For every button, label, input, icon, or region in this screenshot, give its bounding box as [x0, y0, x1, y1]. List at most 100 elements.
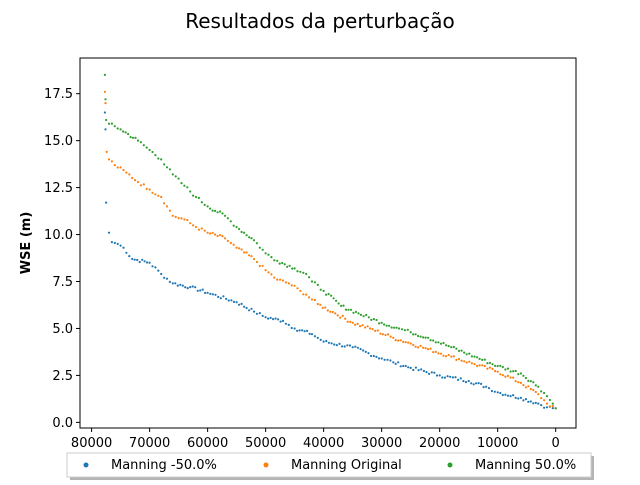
data-point — [402, 340, 405, 343]
data-point — [468, 360, 471, 363]
data-point — [335, 344, 338, 347]
data-point — [407, 341, 410, 344]
data-point — [151, 150, 154, 154]
data-point — [270, 273, 273, 276]
data-point — [107, 122, 111, 125]
data-point — [392, 336, 395, 339]
data-point — [119, 128, 122, 131]
data-point — [145, 187, 148, 191]
data-point — [148, 261, 151, 264]
data-point — [110, 160, 113, 163]
data-point — [255, 312, 258, 315]
data-point — [232, 300, 236, 303]
data-point — [105, 118, 108, 122]
data-point — [506, 374, 510, 377]
data-point — [116, 127, 119, 130]
data-point — [281, 261, 284, 265]
data-point — [420, 368, 423, 371]
data-point — [174, 282, 177, 285]
data-point — [119, 166, 122, 169]
data-point — [457, 378, 460, 381]
data-point — [211, 209, 214, 212]
data-point — [290, 326, 293, 330]
data-point — [127, 132, 130, 136]
data-point — [433, 371, 436, 374]
data-point — [192, 224, 195, 227]
data-point — [223, 237, 227, 240]
data-point — [264, 316, 267, 319]
data-point — [308, 296, 311, 299]
data-point — [319, 303, 322, 306]
series-2-points — [103, 90, 557, 410]
data-point — [384, 333, 387, 337]
data-point — [361, 324, 364, 327]
data-point — [532, 388, 535, 392]
data-point — [235, 225, 238, 229]
data-point — [151, 265, 154, 268]
data-point — [387, 333, 390, 336]
data-point — [432, 351, 435, 354]
data-point — [543, 399, 546, 402]
data-point — [192, 194, 195, 197]
data-point — [447, 353, 450, 357]
data-point — [370, 354, 373, 358]
data-point — [219, 297, 222, 300]
data-point — [455, 347, 458, 350]
data-point — [385, 324, 388, 327]
data-point — [232, 243, 235, 246]
data-point — [429, 347, 432, 350]
data-point — [125, 251, 128, 254]
data-point — [174, 175, 177, 178]
data-point — [326, 309, 329, 312]
data-point — [277, 318, 280, 321]
data-point — [506, 394, 510, 397]
data-point — [342, 304, 345, 307]
data-point — [381, 333, 384, 336]
data-point — [551, 402, 554, 405]
data-point — [214, 233, 217, 236]
data-point — [119, 244, 122, 247]
data-point — [264, 252, 267, 255]
data-point — [427, 348, 430, 351]
data-point — [517, 397, 520, 400]
data-point — [255, 242, 258, 245]
data-point — [362, 315, 365, 318]
data-point — [196, 289, 199, 292]
data-point — [174, 215, 177, 218]
data-point — [248, 309, 251, 312]
data-point — [457, 357, 461, 361]
data-point — [313, 298, 316, 302]
data-point — [146, 261, 149, 264]
data-point — [417, 346, 420, 349]
data-point — [438, 374, 441, 377]
data-point — [194, 195, 198, 199]
data-point — [281, 279, 285, 282]
data-point — [494, 364, 497, 367]
data-point — [437, 352, 440, 355]
data-point — [226, 239, 229, 242]
data-point — [235, 246, 238, 249]
data-point — [107, 158, 111, 161]
data-point — [250, 255, 253, 258]
data-point — [209, 207, 212, 210]
data-point — [428, 372, 431, 375]
data-point — [470, 355, 473, 358]
data-point — [441, 376, 444, 379]
data-point — [386, 358, 389, 361]
data-point — [160, 272, 163, 276]
data-point — [512, 370, 515, 373]
data-point — [463, 360, 466, 363]
data-point — [354, 345, 357, 348]
data-point — [545, 402, 549, 405]
data-point — [319, 338, 322, 341]
data-point — [378, 322, 381, 325]
data-point — [214, 209, 217, 212]
data-point — [548, 405, 552, 408]
y-tick-label: 0.0 — [52, 416, 73, 431]
data-point — [110, 241, 113, 244]
data-point — [143, 260, 146, 263]
x-tick-label: 50000 — [245, 436, 286, 451]
data-point — [124, 131, 127, 134]
data-point — [226, 217, 229, 220]
